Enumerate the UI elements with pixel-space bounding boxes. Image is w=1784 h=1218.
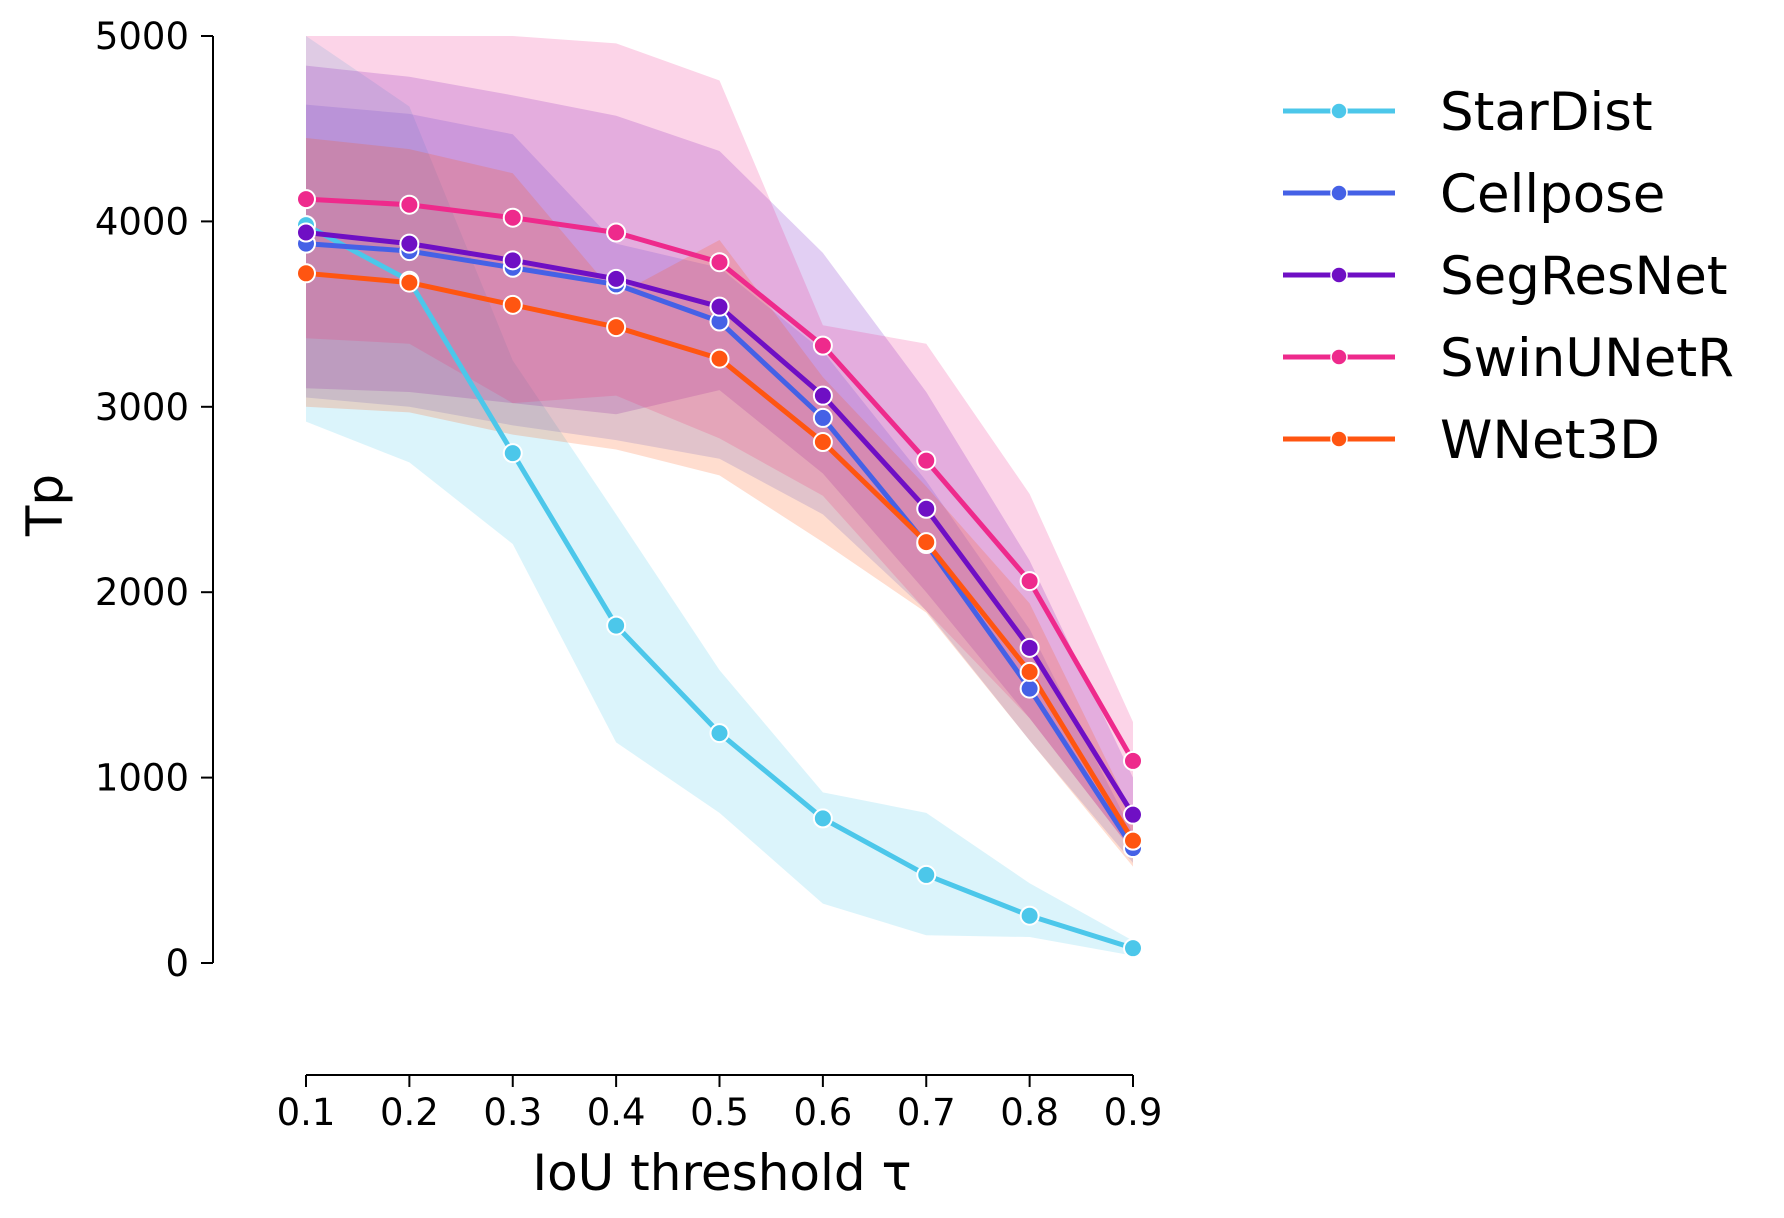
- data-point-0-7: [1019, 905, 1040, 926]
- confidence-band-3: [306, 36, 1133, 852]
- data-point-2-8: [1123, 804, 1143, 825]
- data-point-3-4: [709, 252, 730, 273]
- confidence-band-1: [306, 104, 1133, 863]
- data-point-3-8: [1123, 750, 1143, 771]
- data-point-1-5: [812, 407, 833, 428]
- x-tick-label: 0.3: [483, 1091, 542, 1134]
- legend-swatch-marker: [1330, 430, 1348, 448]
- legend: StarDist Cellpose SegResNet SwinUNetR WNet3D: [1283, 82, 1734, 471]
- data-point-2-6: [916, 498, 937, 519]
- y-tick-label: 3000: [95, 386, 189, 429]
- legend-label: StarDist: [1440, 82, 1653, 143]
- data-point-0-6: [916, 864, 937, 885]
- data-point-4-6: [916, 532, 937, 553]
- data-point-2-5: [812, 385, 833, 406]
- x-tick-label: 0.6: [793, 1091, 852, 1134]
- legend-item-2: SegResNet: [1283, 246, 1728, 307]
- data-point-3-0: [296, 189, 316, 210]
- x-tick-label: 0.5: [690, 1091, 749, 1134]
- data-point-1-7: [1019, 678, 1040, 699]
- x-tick-label: 0.7: [897, 1091, 956, 1134]
- data-point-0-3: [606, 615, 627, 636]
- x-tick-label: 0.1: [277, 1091, 336, 1134]
- legend-swatch-marker: [1330, 266, 1348, 284]
- confidence-bands: [306, 36, 1133, 956]
- data-point-4-5: [812, 432, 833, 453]
- data-point-4-8: [1123, 830, 1143, 851]
- x-tick-label: 0.4: [587, 1091, 646, 1134]
- legend-swatch-marker: [1330, 348, 1348, 366]
- data-point-2-2: [502, 250, 523, 271]
- y-tick-label: 1000: [95, 757, 189, 800]
- x-tick-label: 0.8: [1000, 1091, 1059, 1134]
- y-tick-label: 4000: [95, 200, 189, 243]
- x-tick-label: 0.9: [1104, 1091, 1163, 1134]
- data-point-3-6: [916, 450, 937, 471]
- data-point-0-2: [502, 443, 523, 464]
- data-point-4-4: [709, 348, 730, 369]
- series-markers: [296, 189, 1143, 959]
- data-point-2-0: [296, 222, 316, 243]
- x-axis-title: IoU threshold τ: [532, 1144, 911, 1202]
- data-point-0-5: [812, 808, 833, 829]
- confidence-band-0: [306, 36, 1133, 956]
- legend-label: WNet3D: [1440, 410, 1660, 471]
- x-tick-label: 0.2: [380, 1091, 439, 1134]
- data-point-3-3: [606, 222, 627, 243]
- y-tick-label: 5000: [95, 15, 189, 58]
- y-tick-label: 0: [165, 942, 189, 985]
- y-axis-title: Tp: [16, 474, 74, 537]
- data-point-0-8: [1123, 938, 1143, 959]
- data-point-3-1: [399, 194, 420, 215]
- legend-item-0: StarDist: [1283, 82, 1653, 143]
- data-point-4-1: [399, 272, 420, 293]
- data-point-0-4: [709, 723, 730, 744]
- data-point-2-3: [606, 268, 627, 289]
- legend-item-1: Cellpose: [1283, 164, 1665, 225]
- data-point-4-2: [502, 294, 523, 315]
- legend-swatch-marker: [1330, 102, 1348, 120]
- x-axis: 0.1 0.2 0.3 0.4 0.5 0.6 0.7 0.8 0.9: [277, 1074, 1163, 1134]
- data-point-4-7: [1019, 661, 1040, 682]
- data-point-4-0: [296, 263, 316, 284]
- data-point-2-7: [1019, 637, 1040, 658]
- legend-swatch-marker: [1330, 184, 1348, 202]
- legend-label: Cellpose: [1440, 164, 1665, 225]
- y-tick-label: 2000: [95, 571, 189, 614]
- data-point-3-7: [1019, 571, 1040, 592]
- data-point-3-2: [502, 207, 523, 228]
- confidence-band-4: [306, 137, 1133, 867]
- data-point-2-1: [399, 233, 420, 254]
- legend-label: SegResNet: [1440, 246, 1728, 307]
- legend-item-4: WNet3D: [1283, 410, 1660, 471]
- data-point-2-4: [709, 296, 730, 317]
- legend-item-3: SwinUNetR: [1283, 328, 1734, 389]
- y-axis: 0 1000 2000 3000 4000 5000: [95, 15, 214, 985]
- legend-label: SwinUNetR: [1440, 328, 1734, 389]
- data-point-3-5: [812, 335, 833, 356]
- data-point-4-3: [606, 317, 627, 338]
